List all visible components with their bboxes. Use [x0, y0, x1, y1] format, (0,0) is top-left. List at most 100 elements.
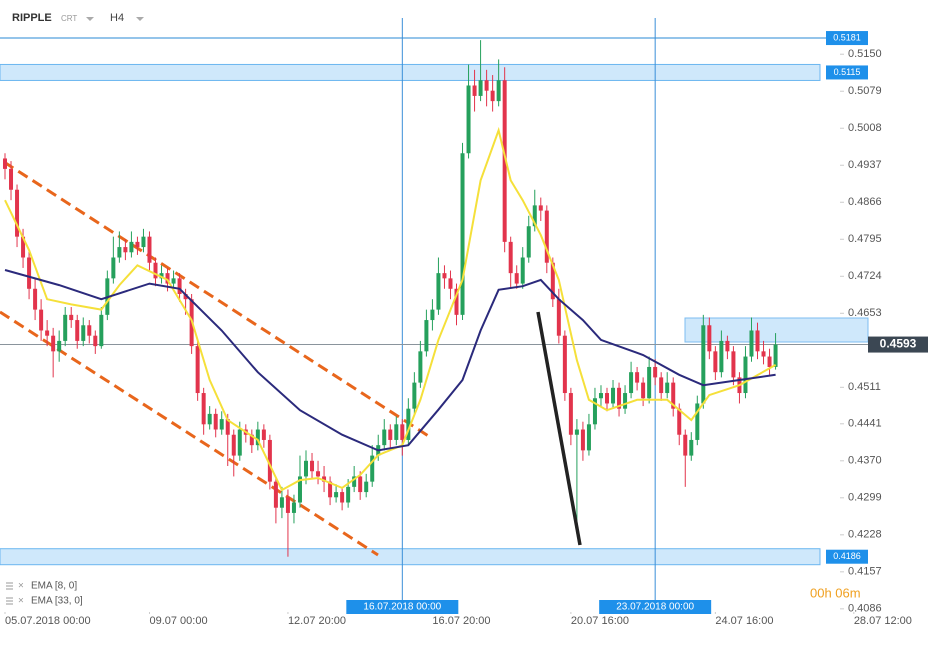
candle-body: [532, 205, 537, 227]
legend-entry: EMA [8, 0]: [31, 581, 77, 592]
candle-body: [117, 247, 122, 258]
candle-body: [550, 262, 555, 300]
candle-body: [346, 486, 351, 503]
candle-body: [33, 288, 38, 310]
candle-body: [364, 481, 369, 493]
candle-body: [466, 85, 471, 154]
level-label-box: [826, 31, 868, 46]
candle-body: [653, 366, 658, 378]
candle-body: [99, 314, 104, 347]
ema-line: [4, 269, 776, 452]
candle-body: [75, 320, 80, 341]
candle-body: [725, 340, 730, 352]
trend-line: [0, 310, 379, 557]
candle-body: [370, 455, 375, 482]
candle-body: [219, 419, 224, 430]
candle-body: [322, 476, 327, 482]
x-tick-label: 24.07 16:00: [715, 615, 773, 627]
candle-body: [544, 210, 549, 263]
candle-body: [382, 429, 387, 446]
candle-body: [472, 85, 477, 96]
candle-body: [719, 340, 724, 373]
candle-body: [562, 335, 567, 394]
candle-body: [617, 387, 622, 409]
candle-body: [454, 288, 459, 315]
ema-line: [4, 126, 777, 492]
candle-body: [394, 424, 399, 440]
legend-close[interactable]: ×: [18, 596, 24, 607]
candle-body: [695, 403, 700, 440]
candle-body: [580, 429, 585, 451]
candle-body: [496, 80, 501, 102]
candle-body: [159, 273, 164, 279]
candle-body: [743, 356, 748, 394]
candle-body: [63, 314, 68, 341]
level-label-box: [826, 549, 868, 564]
candle-body: [267, 439, 272, 482]
candle-body: [767, 356, 772, 367]
candle-body: [635, 372, 640, 383]
candle-body: [261, 429, 266, 440]
candle-body: [279, 497, 284, 508]
candle-body: [69, 314, 74, 321]
candle-body: [406, 408, 411, 440]
candle-body: [713, 351, 718, 373]
candle-body: [201, 393, 206, 425]
candle-body: [153, 262, 158, 279]
candle-body: [9, 168, 14, 190]
candle-body: [388, 429, 393, 440]
candle-body: [123, 247, 128, 253]
trend-line: [536, 311, 582, 546]
time-marker-label: 16.07.2018 00:00: [363, 602, 441, 613]
y-tick-label: 0.4937: [848, 159, 882, 171]
candle-body: [526, 226, 531, 258]
candle-body: [171, 278, 176, 284]
y-tick-label: 0.4795: [848, 233, 882, 245]
candle-body: [316, 471, 321, 477]
y-tick-label: 0.4086: [848, 603, 882, 615]
candle-body: [689, 439, 694, 456]
candle-body: [755, 330, 760, 352]
candle-body: [490, 90, 495, 102]
zone: [684, 317, 869, 343]
candle-body: [683, 434, 688, 456]
y-tick-label: 0.4157: [848, 566, 882, 578]
candle-body: [147, 236, 152, 263]
candle-body: [665, 382, 670, 394]
candle-body: [707, 325, 712, 352]
dropdown-arrow[interactable]: [86, 17, 94, 21]
x-tick-label: 16.07 20:00: [432, 615, 490, 627]
candle-body: [598, 393, 603, 399]
y-tick-label: 0.5008: [848, 122, 882, 134]
candle-body: [340, 492, 345, 503]
candle-body: [659, 377, 664, 394]
candle-body: [538, 205, 543, 211]
symbol[interactable]: RIPPLE: [12, 12, 52, 24]
candle-body: [514, 273, 519, 284]
candle-body: [87, 325, 92, 336]
last-price-label: 0.4593: [880, 337, 917, 351]
dropdown-arrow[interactable]: [136, 17, 144, 21]
legend-close[interactable]: ×: [18, 581, 24, 592]
candle-body: [592, 398, 597, 425]
y-tick-label: 0.5150: [848, 48, 882, 60]
candle-body: [27, 257, 32, 289]
candle-body: [502, 80, 507, 242]
candle-body: [304, 460, 308, 477]
candle-body: [297, 476, 302, 503]
legend-icon[interactable]: [6, 597, 13, 605]
candle-body: [641, 382, 646, 399]
candle-body: [412, 382, 417, 409]
candle-body: [773, 344, 778, 367]
candle-body: [448, 278, 453, 289]
y-tick-label: 0.4866: [848, 196, 882, 208]
candle-body: [574, 429, 579, 435]
candle-body: [586, 424, 591, 451]
y-tick-label: 0.5079: [848, 85, 882, 97]
countdown: 00h 06m: [810, 585, 861, 600]
candle-body: [508, 241, 513, 274]
legend-icon[interactable]: [6, 582, 13, 590]
candle-body: [129, 241, 134, 253]
timeframe[interactable]: H4: [110, 12, 124, 24]
